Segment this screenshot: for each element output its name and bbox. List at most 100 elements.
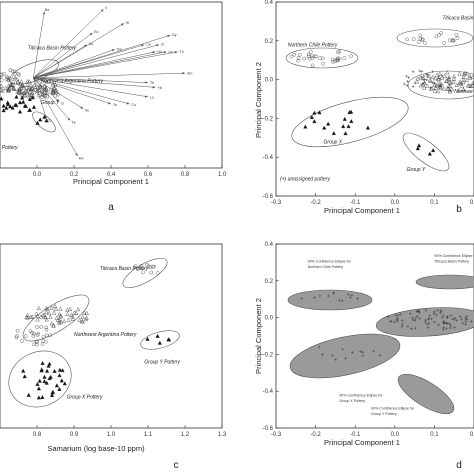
data-point [451,317,454,321]
x-tick-label: 0.2 [470,200,474,206]
y-tick-label: 0.0 [265,78,274,84]
x-tick-label: 0.1 [430,200,439,206]
data-point [441,86,447,91]
x-axis-title: Principal Component 1 [324,438,400,447]
data-point [42,379,47,384]
vector-arrowhead [141,44,145,47]
ellipse-titicaca [396,28,474,48]
ellipse-northwest [407,70,474,100]
panel-a-points [0,68,61,125]
data-point [444,78,449,83]
data-point [34,87,38,92]
data-point [50,91,55,95]
data-point [466,83,471,88]
data-point [343,131,348,136]
data-point [431,70,434,73]
data-point [436,309,439,312]
data-point [0,76,2,80]
data-point [32,331,36,336]
data-point [395,318,399,322]
data-point [418,317,422,320]
panel-letter: b [456,204,462,215]
data-point [12,86,17,91]
data-point [8,68,13,73]
data-point [44,327,49,332]
data-point [53,306,59,311]
data-point [41,335,46,339]
data-point [303,124,308,129]
data-point [10,69,15,73]
data-point [411,318,415,322]
data-point [420,82,426,87]
data-point [422,78,426,81]
data-point [8,82,13,87]
data-point [464,323,467,326]
data-point [336,58,340,63]
vector-label: Th [180,50,184,54]
panel-d-points [300,291,473,361]
data-point [23,334,28,339]
vector-arrowhead [111,49,115,52]
data-point [433,320,436,324]
annotation: Titicaca Basin [442,15,473,21]
data-point [467,74,472,79]
data-point [465,317,469,321]
data-point [413,81,417,85]
data-point [331,130,336,136]
vector-label: Co [47,119,52,123]
data-point [48,314,53,319]
data-point [312,54,317,59]
data-point [70,314,75,319]
ellipse-northwest [22,294,90,342]
data-point [442,41,447,45]
data-point [157,340,162,345]
data-point [348,296,352,299]
data-point [464,77,469,82]
data-point [59,378,64,383]
data-point [44,310,49,315]
loading-vector [33,72,186,79]
data-point [36,305,41,311]
data-point [414,79,419,84]
data-point [39,368,44,373]
data-point [418,69,422,73]
data-point [40,360,45,365]
data-point [36,91,41,95]
data-point [341,124,346,129]
vector-label: Tb [150,81,154,85]
annotation: Group Y [407,167,426,173]
x-tick-label: 0.6 [144,172,153,178]
data-point [16,71,21,76]
data-point [449,87,455,92]
data-point [59,319,64,324]
data-point [35,381,40,386]
annotation: Northern Chile Pottery [288,43,338,49]
ellipse-titicaca [415,274,474,290]
annotation: 90% Confidence Ellipse for [339,394,383,398]
data-point [312,119,317,124]
data-point [289,54,294,59]
data-point [320,353,324,356]
ellipse-northern-chile [285,47,359,69]
data-point [72,310,77,315]
data-point [4,105,9,110]
panel-b-ellipses [285,28,474,172]
x-tick-label: 1.0 [107,432,116,438]
vector-arrowhead [167,34,171,38]
data-point [361,354,365,358]
data-point [27,95,31,99]
data-point [44,79,49,84]
data-point [37,378,42,383]
panel-b-annotations: Titicaca Basin Northern Chile Pottery Nort… [280,15,474,182]
data-point [342,116,347,121]
loading-vector [33,49,115,79]
data-point [455,36,460,40]
ellipse-group-y [397,373,455,415]
data-point [57,312,62,317]
data-point [307,56,312,61]
data-point [326,121,331,126]
data-point [20,91,24,96]
data-point [51,91,56,95]
vector-arrowhead [156,44,160,47]
